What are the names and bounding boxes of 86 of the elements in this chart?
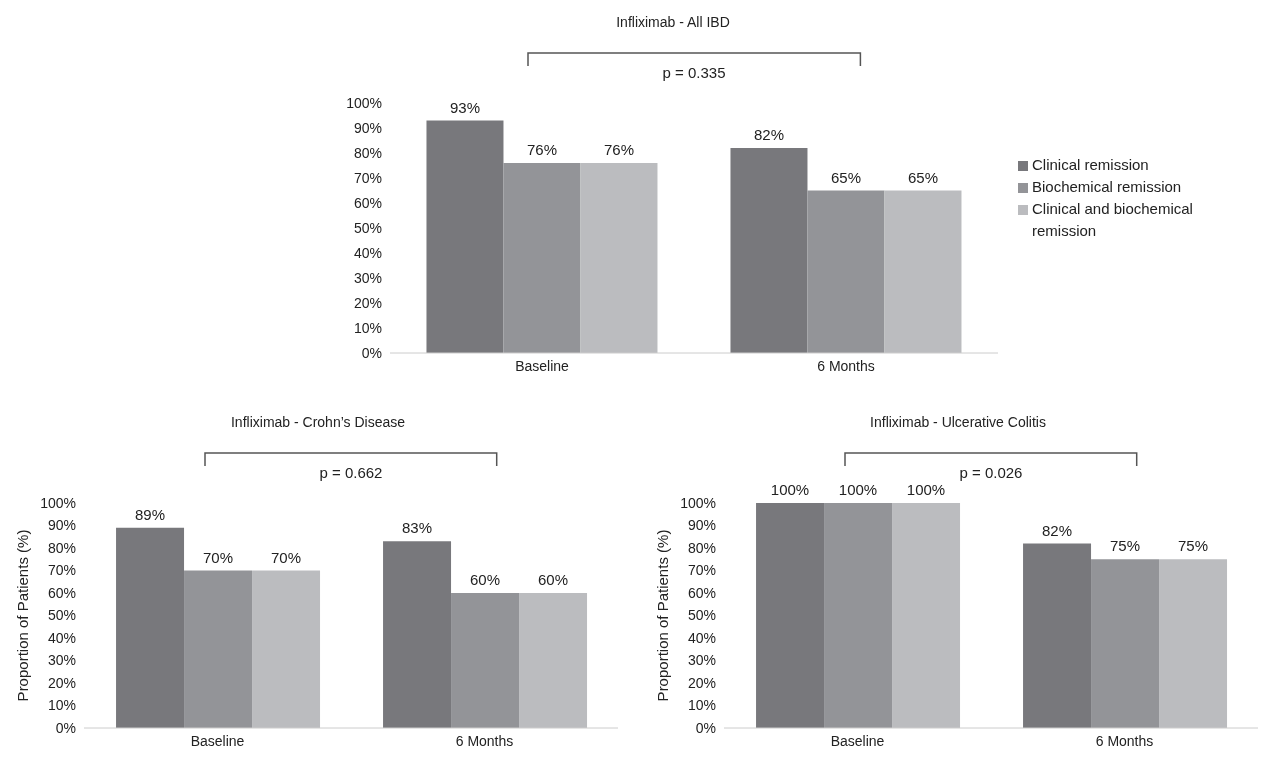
chart-title: Infliximab - Ulcerative Colitis (869, 414, 1047, 430)
data-label: 65% (830, 168, 861, 186)
x-tick-label: Baseline (515, 357, 570, 374)
data-label: 82% (1042, 521, 1073, 539)
y-tick-label: 50% (353, 219, 382, 236)
legend-label: Clinical and biochemical remission (1032, 199, 1194, 241)
data-label: 93% (449, 98, 480, 116)
chart-title: Infliximab - All IBD (615, 14, 731, 30)
bar (824, 503, 893, 728)
bar (184, 570, 253, 728)
data-label: 100% (838, 481, 878, 498)
y-axis-title: Proportion of Patients (%) (653, 529, 671, 702)
bar (451, 593, 520, 728)
data-label: 75% (1110, 537, 1141, 555)
y-tick-label: 90% (47, 517, 76, 534)
data-label: 89% (135, 505, 166, 523)
bar (756, 503, 825, 728)
x-tick-label: Baseline (830, 732, 885, 749)
bar (383, 541, 452, 728)
y-tick-label: 70% (47, 562, 76, 579)
data-label: 82% (753, 126, 784, 143)
y-tick-label: 90% (687, 517, 716, 534)
text: p = 0.335 (661, 64, 727, 81)
y-tick-label: 10% (353, 319, 382, 336)
y-tick-label: 40% (47, 629, 76, 646)
text: p = 0.026 (958, 464, 1024, 481)
y-tick-label: 10% (687, 697, 716, 714)
x-tick-label: 6 Months (455, 732, 514, 749)
data-label: 60% (538, 571, 569, 588)
y-tick-label: 100% (40, 494, 76, 511)
bar (503, 163, 581, 353)
x-tick-label: 6 Months (817, 357, 875, 374)
data-label: 100% (770, 481, 810, 498)
bar (116, 527, 185, 728)
y-tick-label: 30% (687, 652, 716, 669)
y-tick-label: 0% (361, 344, 382, 361)
bar (252, 570, 321, 728)
data-label: 76% (526, 141, 557, 158)
y-tick-label: 80% (687, 539, 716, 556)
legend-label: Biochemical remission (1032, 177, 1183, 197)
y-tick-label: 70% (687, 562, 716, 579)
y-tick-label: 20% (353, 294, 382, 311)
y-tick-label: 70% (353, 169, 382, 186)
bar (807, 190, 885, 353)
bar (1091, 559, 1160, 728)
bar (426, 120, 504, 353)
y-tick-label: 80% (353, 144, 382, 161)
bar (1159, 559, 1228, 728)
y-tick-label: 40% (353, 244, 382, 261)
bar (519, 593, 588, 728)
y-tick-label: 40% (687, 629, 716, 646)
y-tick-label: 60% (353, 194, 382, 211)
y-tick-label: 90% (353, 119, 382, 136)
bar (580, 163, 658, 353)
y-axis-title: Proportion of Patients (%) (13, 529, 31, 702)
y-tick-label: 50% (47, 607, 76, 624)
data-label: 75% (1178, 537, 1209, 555)
text: p = 0.662 (318, 464, 384, 481)
y-tick-label: 20% (47, 674, 76, 691)
x-tick-label: 6 Months (1095, 732, 1154, 749)
y-tick-label: 100% (346, 94, 382, 111)
y-tick-label: 10% (47, 697, 76, 714)
legend-label: Clinical remission (1032, 155, 1150, 175)
data-label: 70% (271, 548, 302, 566)
bar (892, 503, 961, 728)
chart-title: Infliximab - Crohn’s Disease (230, 414, 406, 430)
y-tick-label: 30% (353, 269, 382, 286)
data-label: 100% (906, 481, 946, 498)
y-tick-label: 20% (687, 674, 716, 691)
y-tick-label: 30% (47, 652, 76, 669)
y-tick-label: 60% (47, 584, 76, 601)
y-tick-label: 0% (55, 719, 76, 736)
data-label: 76% (603, 141, 634, 158)
bar (884, 190, 962, 353)
y-tick-label: 80% (47, 539, 76, 556)
x-tick-label: Baseline (190, 732, 245, 749)
y-tick-label: 100% (680, 494, 716, 511)
data-label: 83% (402, 519, 433, 537)
y-tick-label: 50% (687, 607, 716, 624)
y-tick-label: 0% (695, 719, 716, 736)
bar (730, 148, 808, 353)
data-label: 65% (907, 168, 938, 186)
data-label: 70% (203, 548, 234, 566)
bar (1023, 543, 1092, 728)
data-label: 60% (470, 571, 501, 588)
y-tick-label: 60% (687, 584, 716, 601)
